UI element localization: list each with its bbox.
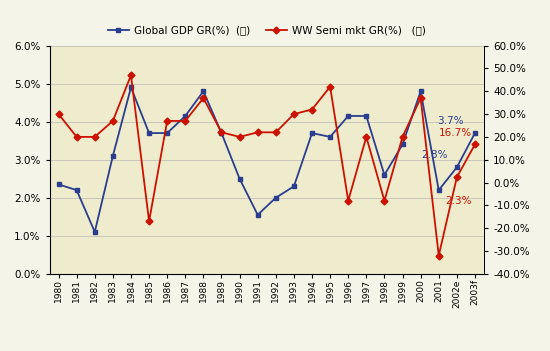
Global GDP GR(%)  (左) (200, 89, 207, 93)
Global GDP GR(%)  (左) (109, 154, 116, 158)
Global GDP GR(%)  (左) (236, 177, 243, 181)
Global GDP GR(%)  (左) (255, 213, 261, 217)
WW Semi mkt GR(%)   (右) (200, 96, 207, 100)
Text: 2.3%: 2.3% (446, 196, 472, 206)
WW Semi mkt GR(%)   (右) (309, 107, 315, 112)
WW Semi mkt GR(%)   (右) (472, 142, 478, 146)
WW Semi mkt GR(%)   (右) (255, 130, 261, 134)
WW Semi mkt GR(%)   (右) (236, 135, 243, 139)
Legend: Global GDP GR(%)  (左), WW Semi mkt GR(%)   (右): Global GDP GR(%) (左), WW Semi mkt GR(%) … (103, 21, 430, 40)
Global GDP GR(%)  (左) (436, 188, 442, 192)
Line: Global GDP GR(%)  (左): Global GDP GR(%) (左) (56, 85, 477, 234)
WW Semi mkt GR(%)   (右) (290, 112, 297, 116)
Global GDP GR(%)  (左) (73, 188, 80, 192)
Global GDP GR(%)  (左) (182, 114, 189, 118)
WW Semi mkt GR(%)   (右) (363, 135, 370, 139)
Global GDP GR(%)  (左) (128, 85, 134, 90)
WW Semi mkt GR(%)   (右) (146, 219, 152, 223)
Global GDP GR(%)  (左) (91, 230, 98, 234)
Global GDP GR(%)  (左) (272, 196, 279, 200)
Global GDP GR(%)  (左) (363, 114, 370, 118)
WW Semi mkt GR(%)   (右) (399, 135, 406, 139)
WW Semi mkt GR(%)   (右) (109, 119, 116, 123)
WW Semi mkt GR(%)   (右) (454, 175, 460, 179)
WW Semi mkt GR(%)   (右) (182, 119, 189, 123)
WW Semi mkt GR(%)   (右) (218, 130, 225, 134)
Global GDP GR(%)  (左) (309, 131, 315, 135)
Global GDP GR(%)  (左) (146, 131, 152, 135)
Global GDP GR(%)  (左) (55, 182, 62, 186)
Global GDP GR(%)  (左) (345, 114, 351, 118)
Global GDP GR(%)  (左) (472, 131, 478, 135)
Global GDP GR(%)  (左) (454, 165, 460, 170)
WW Semi mkt GR(%)   (右) (272, 130, 279, 134)
WW Semi mkt GR(%)   (右) (91, 135, 98, 139)
WW Semi mkt GR(%)   (右) (55, 112, 62, 116)
Text: 16.7%: 16.7% (439, 127, 472, 138)
Global GDP GR(%)  (左) (290, 184, 297, 188)
Text: 3.7%: 3.7% (438, 116, 464, 126)
Line: WW Semi mkt GR(%)   (右): WW Semi mkt GR(%) (右) (56, 73, 477, 258)
Global GDP GR(%)  (左) (417, 89, 424, 93)
Global GDP GR(%)  (左) (218, 131, 225, 135)
Global GDP GR(%)  (左) (399, 143, 406, 147)
WW Semi mkt GR(%)   (右) (345, 199, 351, 203)
Global GDP GR(%)  (左) (164, 131, 170, 135)
WW Semi mkt GR(%)   (右) (73, 135, 80, 139)
WW Semi mkt GR(%)   (右) (381, 199, 388, 203)
WW Semi mkt GR(%)   (右) (128, 73, 134, 77)
WW Semi mkt GR(%)   (右) (417, 96, 424, 100)
Global GDP GR(%)  (左) (327, 135, 333, 139)
Text: 2.8%: 2.8% (421, 151, 448, 160)
WW Semi mkt GR(%)   (右) (436, 253, 442, 258)
Global GDP GR(%)  (左) (381, 173, 388, 177)
WW Semi mkt GR(%)   (右) (327, 85, 333, 89)
WW Semi mkt GR(%)   (右) (164, 119, 170, 123)
